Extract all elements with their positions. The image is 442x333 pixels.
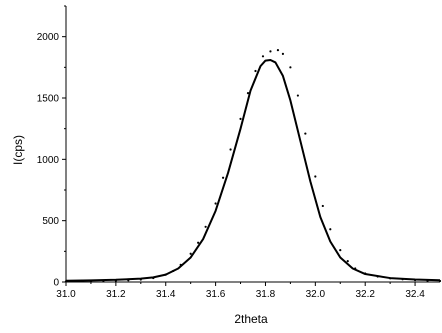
x-ticks: 31.0 31.2 31.4 31.6 31.8 32.0 32.2 32.4 [56, 282, 425, 300]
data-point [269, 50, 272, 53]
y-ticks: 0 500 1000 1500 2000 [37, 5, 66, 289]
data-point [276, 49, 280, 52]
data-point [296, 94, 299, 97]
y-tick-label: 1500 [37, 94, 60, 105]
fit-curve [65, 58, 441, 282]
x-tick-label: 32.2 [355, 289, 375, 300]
data-point [321, 204, 324, 208]
data-point [339, 249, 342, 252]
y-tick-label: 1000 [37, 155, 60, 166]
y-tick-label: 500 [42, 216, 59, 227]
x-tick-label: 31.6 [206, 289, 226, 300]
data-point [214, 202, 217, 205]
data-point [329, 228, 332, 231]
x-tick-label: 31.0 [56, 289, 76, 300]
x-tick-label: 32.4 [405, 289, 425, 300]
data-point [314, 175, 317, 178]
data-point [229, 148, 232, 151]
y-axis-label: I(cps) [11, 135, 25, 165]
data-point [189, 252, 192, 255]
axes [65, 6, 440, 283]
x-tick-label: 31.4 [156, 289, 176, 300]
data-point [304, 132, 307, 135]
y-tick-label: 2000 [37, 32, 60, 43]
data-point [197, 241, 200, 244]
y-tick-label: 0 [53, 278, 59, 289]
data-point [281, 52, 285, 55]
data-point [239, 117, 242, 120]
data-point [261, 55, 265, 58]
data-point [289, 66, 292, 69]
data-point [246, 91, 250, 95]
data-point [346, 260, 349, 263]
data-point [254, 69, 257, 73]
series-layer [64, 49, 442, 283]
x-tick-label: 31.8 [256, 289, 276, 300]
x-axis-label: 2theta [234, 312, 268, 326]
x-tick-label: 31.2 [106, 289, 126, 300]
x-tick-label: 32.0 [306, 289, 326, 300]
data-point [204, 225, 207, 228]
data-point [221, 176, 225, 179]
